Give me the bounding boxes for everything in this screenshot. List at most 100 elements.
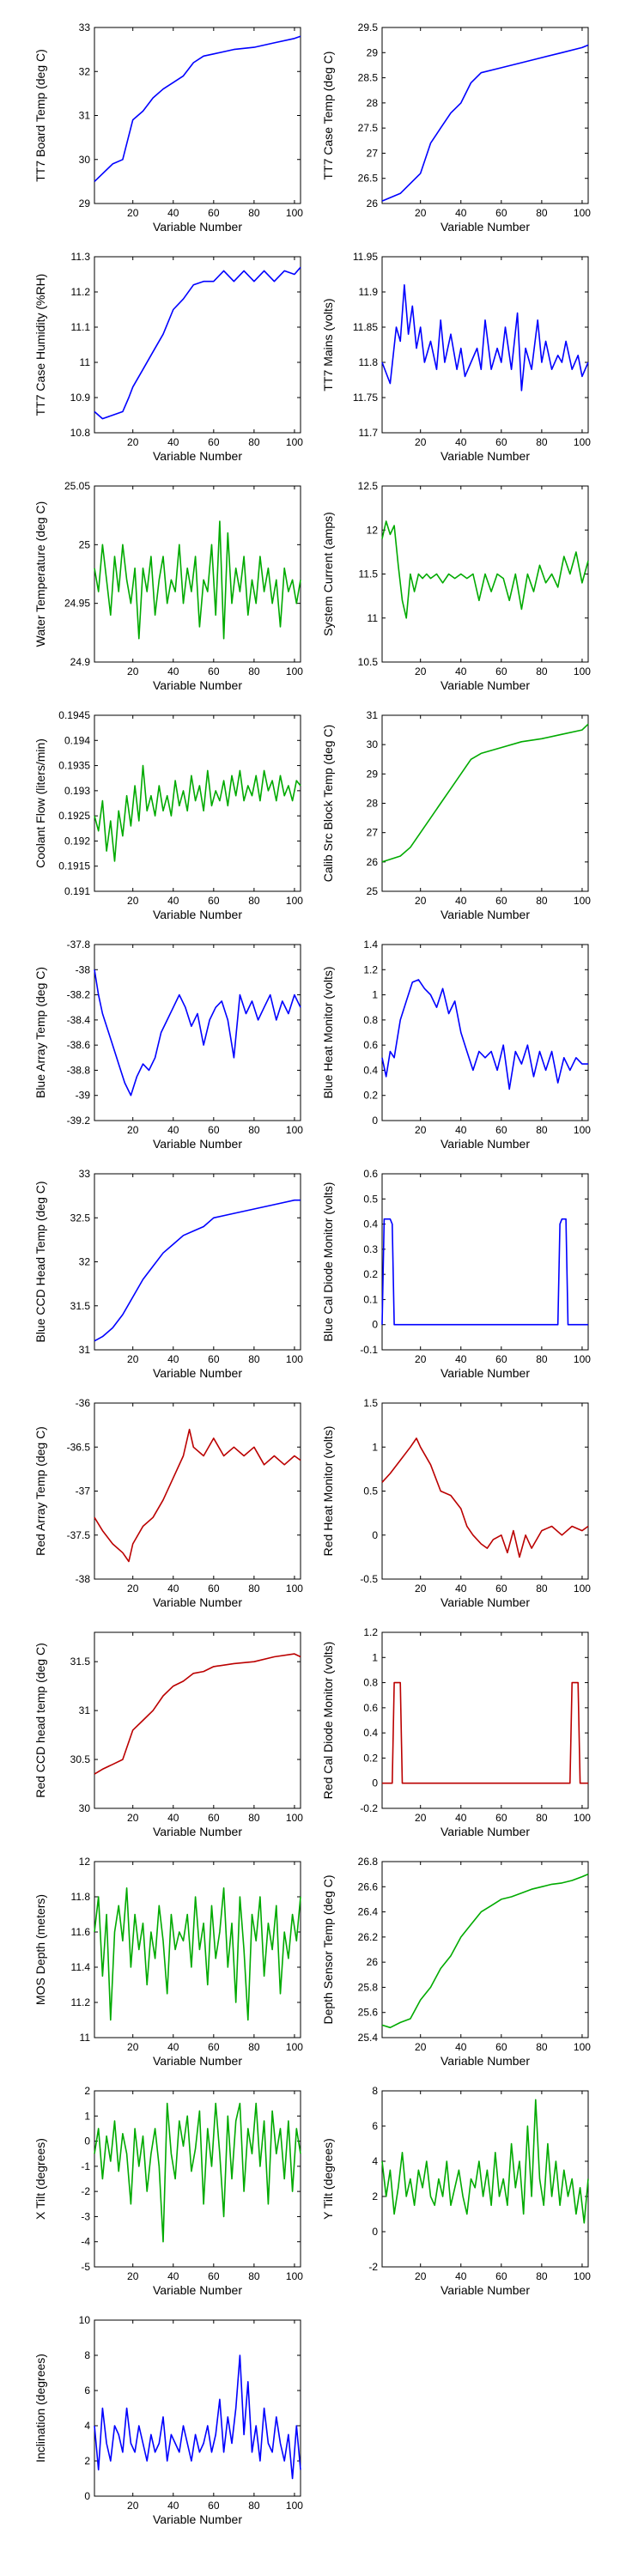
series-line (94, 1653, 301, 1775)
x-axis-label: Variable Number (153, 2283, 242, 2297)
x-axis-label: Variable Number (153, 1366, 242, 1380)
y-tick-label: 11.2 (71, 1996, 91, 2008)
x-tick-label: 40 (167, 1124, 179, 1136)
x-tick-label: 60 (208, 436, 220, 448)
y-tick-label: 31.5 (70, 1656, 91, 1668)
y-axis-label: Coolant Flow (liters/min) (33, 738, 47, 868)
y-tick-label: 0.1925 (58, 810, 90, 822)
x-axis-label: Variable Number (153, 1137, 242, 1151)
y-tick-label: 11.2 (71, 286, 91, 298)
x-axis-label: Variable Number (440, 1366, 530, 1380)
x-tick-label: 60 (495, 895, 507, 907)
x-tick-label: 40 (167, 895, 179, 907)
plot-frame (94, 2319, 301, 2497)
x-tick-label: 40 (167, 1583, 179, 1595)
series-line (94, 2354, 301, 2480)
chart-10: 20 40 60 80 100 0 0.2 0.4 0.6 0.8 1 1.2 1.4 Variable … (321, 939, 591, 1151)
plot-frame (94, 1861, 301, 2038)
series-line (381, 2099, 589, 2224)
y-tick-label: 0.6 (363, 1168, 378, 1180)
x-tick-label: 100 (574, 207, 591, 219)
x-axis-label: Variable Number (153, 678, 242, 692)
x-tick-label: 100 (286, 1353, 303, 1365)
x-tick-label: 100 (286, 1124, 303, 1136)
x-tick-label: 40 (167, 1812, 179, 1824)
x-tick-label: 20 (415, 1583, 427, 1595)
x-tick-label: 60 (495, 1124, 507, 1136)
y-tick-label: 26 (367, 856, 379, 868)
y-tick-label: 0.5 (363, 1193, 378, 1205)
plot-frame (94, 27, 301, 204)
y-tick-label: 8 (84, 2349, 90, 2361)
y-axis-label: Blue Cal Diode Monitor (volts) (321, 1182, 335, 1342)
chart-14: 20 40 60 80 100 -0.5 0 0.5 1 1.5 Variable Number Re… (321, 1397, 591, 1609)
y-tick-label: 11.3 (71, 251, 91, 263)
chart-12: 20 40 60 80 100 -0.1 0 0.1 0.2 0.3 0.4 0.5 0.6 Variab… (321, 1168, 591, 1380)
series-line (94, 266, 301, 420)
x-tick-label: 100 (574, 1124, 591, 1136)
y-tick-label: 26 (367, 197, 379, 210)
plot-frame (94, 2090, 301, 2268)
series-line (381, 979, 588, 1091)
x-tick-label: 60 (495, 1812, 507, 1824)
x-axis-label: Variable Number (153, 2512, 242, 2526)
y-axis-label: Calib Src Block Temp (deg C) (321, 725, 335, 882)
y-tick-label: 33 (79, 1168, 91, 1180)
chart-17: 20 40 60 80 100 11 11.2 11.4 11.6 11.8 12 Variable … (33, 1856, 303, 2068)
x-tick-label: 80 (536, 1812, 548, 1824)
y-tick-label: 28.5 (358, 72, 379, 84)
x-tick-label: 80 (536, 436, 548, 448)
y-axis-label: Inclination (degrees) (33, 2354, 47, 2463)
y-tick-label: -38.6 (67, 1039, 91, 1051)
y-tick-label: -0.5 (360, 1573, 378, 1585)
x-tick-label: 80 (248, 1812, 260, 1824)
y-tick-label: 26.5 (358, 173, 379, 185)
y-tick-label: 1.2 (363, 963, 378, 975)
plot-frame (381, 1173, 589, 1351)
x-tick-label: 60 (208, 895, 220, 907)
x-tick-label: 80 (248, 436, 260, 448)
x-tick-label: 80 (536, 2270, 548, 2282)
y-tick-label: 12 (79, 1856, 91, 1868)
x-tick-label: 100 (286, 1812, 303, 1824)
x-tick-label: 40 (167, 665, 179, 677)
y-tick-label: 0.1945 (58, 709, 90, 721)
y-tick-label: -39.2 (67, 1115, 91, 1127)
y-tick-label: 0.4 (363, 1727, 378, 1739)
y-tick-label: -38 (76, 1573, 91, 1585)
y-tick-label: 12.5 (358, 480, 379, 492)
x-tick-label: 40 (455, 665, 467, 677)
plot-frame (381, 27, 589, 204)
y-tick-label: -37 (76, 1485, 91, 1498)
x-tick-label: 100 (286, 1583, 303, 1595)
plot-frame (381, 944, 589, 1121)
series-line (381, 1873, 589, 2029)
y-axis-label: System Current (amps) (321, 512, 335, 636)
x-tick-label: 40 (167, 1353, 179, 1365)
series-line (381, 283, 589, 392)
chart-3: 20 40 60 80 100 10.8 10.9 11 11.1 11.2 11.3 Variabl… (33, 251, 303, 463)
y-tick-label: -4 (81, 2236, 90, 2248)
chart-19: 20 40 60 80 100 -5 -4 -3 -2 -1 0 1 2 Variable Number X… (33, 2085, 303, 2297)
y-tick-label: 0.2 (363, 1090, 378, 1102)
series-line (94, 969, 301, 1097)
chart-8: 20 40 60 80 100 25 26 27 28 29 30 31 Variable Number… (321, 709, 591, 921)
chart-21: 20 40 60 80 100 0 2 4 6 8 10 Variable Number Inclina… (33, 2314, 303, 2526)
plot-frame (381, 1861, 589, 2038)
y-tick-label: 30 (367, 738, 379, 750)
y-tick-label: 0.194 (64, 734, 90, 746)
y-tick-label: 0.193 (64, 785, 90, 797)
y-tick-label: 1 (372, 1651, 378, 1663)
y-axis-label: Blue Array Temp (deg C) (33, 967, 47, 1098)
y-tick-label: 6 (372, 2120, 378, 2132)
y-tick-label: 29 (367, 768, 379, 780)
plot-frame (381, 1631, 589, 1809)
y-tick-label: 0 (84, 2136, 90, 2148)
x-axis-label: Variable Number (440, 449, 530, 463)
chart-5: 20 40 60 80 100 24.9 24.95 25 25.05 Variable Numb… (33, 480, 303, 692)
x-tick-label: 40 (167, 2041, 179, 2053)
y-tick-label: 30.5 (70, 1753, 91, 1765)
y-tick-label: 29 (79, 197, 91, 210)
plot-frame (94, 1631, 301, 1809)
y-tick-label: 0 (372, 1529, 378, 1541)
